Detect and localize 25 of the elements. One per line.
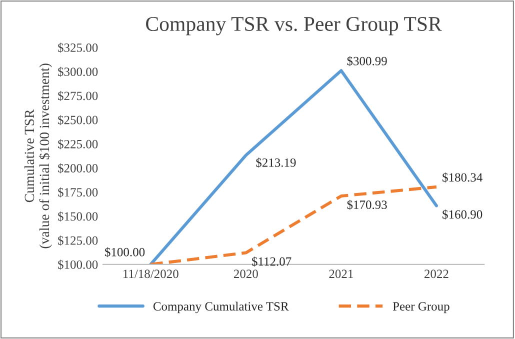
data-label: $170.93 [347,200,387,210]
y-tick-label: $125.00 [58,236,98,246]
y-tick-label: $175.00 [58,187,98,198]
data-label: $180.34 [442,172,482,182]
y-tick-label: $275.00 [58,90,98,101]
data-label: $300.99 [347,56,387,66]
x-tick-label: 2020 [234,270,258,278]
y-axis-title: Cumulative TSR (value of initial $100 investment) [24,64,52,248]
x-tick-label: 11/18/2020 [124,270,178,278]
y-tick-label: $150.00 [58,211,98,222]
data-label: $112.07 [252,256,292,267]
y-tick-label: $200.00 [58,163,98,174]
data-label: $160.90 [442,209,482,220]
y-tick-label: $250.00 [58,115,98,126]
data-label: $100.00 [104,247,145,258]
legend-label: Peer Group [392,302,450,314]
y-tick-label: $100.00 [58,260,98,270]
x-tick-label: 2022 [424,270,448,278]
y-tick-label: $300.00 [58,66,98,77]
chart-title: Company TSR vs. Peer Group TSR [146,17,442,36]
y-tick-label: $225.00 [58,139,98,150]
data-label: $213.19 [256,158,296,168]
legend-label: Company Cumulative TSR [153,302,289,314]
y-tick-label: $325.00 [58,42,98,53]
x-tick-label: 2021 [329,270,353,278]
